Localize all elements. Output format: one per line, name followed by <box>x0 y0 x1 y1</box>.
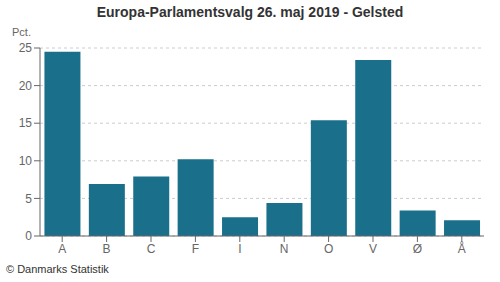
svg-text:Ø: Ø <box>413 242 422 256</box>
svg-text:10: 10 <box>19 154 33 168</box>
svg-text:O: O <box>324 242 333 256</box>
svg-text:F: F <box>192 242 199 256</box>
svg-text:20: 20 <box>19 79 33 93</box>
svg-text:0: 0 <box>25 229 32 243</box>
svg-text:5: 5 <box>25 192 32 206</box>
svg-text:A: A <box>58 242 66 256</box>
html-text:© Danmarks Statistik: © Danmarks Statistik <box>6 263 109 275</box>
svg-text:I: I <box>238 242 241 256</box>
svg-text:15: 15 <box>19 116 33 130</box>
svg-text:B: B <box>103 242 111 256</box>
html-text:Pct.: Pct. <box>12 26 31 38</box>
svg-text:Å: Å <box>458 241 466 256</box>
svg-text:N: N <box>280 242 289 256</box>
html-text:Europa-Parlamentsvalg 26. maj: Europa-Parlamentsvalg 26. maj 2019 - Gel… <box>96 4 404 20</box>
svg-text:V: V <box>369 242 377 256</box>
svg-text:C: C <box>147 242 156 256</box>
svg-text:25: 25 <box>19 41 33 55</box>
